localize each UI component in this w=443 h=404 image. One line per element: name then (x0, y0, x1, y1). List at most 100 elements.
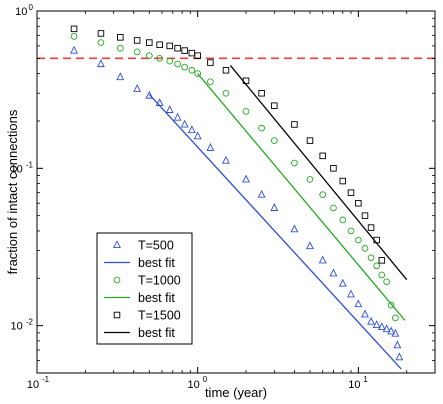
square-data-point (117, 34, 124, 41)
square-data-point (194, 52, 201, 59)
square-data-point (166, 42, 173, 50)
circle-data-point (319, 191, 327, 199)
triangle-data-point (193, 131, 202, 140)
circle-data-point (347, 227, 355, 235)
square-data-point (133, 37, 141, 44)
triangle-data-point (145, 90, 154, 99)
square-data-point (97, 30, 105, 37)
circle-data-point (181, 63, 189, 71)
circle-data-point (291, 159, 298, 167)
circle-data-point (373, 262, 380, 270)
square-data-point (339, 177, 347, 185)
square-data-point (222, 67, 230, 74)
y-tick-label-exponent: 0 (29, 3, 34, 12)
triangle-data-point (361, 309, 369, 318)
x-tick-label-exponent: 1 (363, 375, 368, 384)
square-data-point (367, 224, 375, 231)
triangle-data-point (329, 268, 338, 277)
circle-data-point (339, 216, 347, 224)
triangle-data-point (133, 84, 142, 92)
square-data-point (347, 189, 355, 196)
square-data-point (361, 212, 369, 219)
circle-data-point (367, 254, 375, 262)
legend-entry-label: best fit (138, 256, 175, 270)
x-tick-label: 10 (348, 379, 360, 391)
circle-data-point (194, 70, 202, 77)
x-tick-label: 10 (188, 379, 200, 391)
circle-data-point (383, 278, 390, 286)
triangle-data-point (347, 289, 355, 298)
x-axis-label: time (year) (205, 385, 267, 400)
best-fit-line (229, 65, 408, 281)
square-data-point (319, 152, 326, 160)
triangle-data-point (387, 326, 396, 335)
triangle-data-point (393, 340, 402, 349)
square-data-point (146, 39, 153, 46)
triangle-data-point (372, 320, 381, 328)
square-data-point (207, 59, 214, 66)
y-tick-label: 10 (11, 321, 23, 333)
circle-data-point (188, 66, 196, 74)
circle-data-point (270, 137, 278, 144)
circle-data-point (361, 244, 369, 252)
circle-data-point (174, 60, 181, 68)
triangle-data-point (306, 241, 314, 250)
square-data-point (70, 25, 78, 33)
legend-entry-label: T=1500 (138, 309, 181, 323)
plot-area-group (37, 25, 435, 370)
triangle-data-point (382, 324, 391, 333)
circle-data-point (330, 204, 337, 212)
square-data-point (156, 41, 163, 49)
circle-data-point (392, 314, 399, 322)
circle-data-point (354, 236, 362, 244)
triangle-data-point (391, 328, 400, 337)
triangle-data-point (222, 155, 230, 164)
legend: T=500 best fit T=1000 best fit T=1500 best fi… (96, 232, 193, 345)
triangle-data-point (116, 72, 125, 81)
triangle-data-point (377, 322, 386, 331)
series-0 (70, 45, 404, 361)
plot-frame (36, 10, 436, 374)
y-tick-label: 10 (11, 163, 23, 175)
triangle-data-point (165, 105, 174, 113)
triangle-data-point (270, 203, 279, 211)
square-data-point (378, 257, 386, 264)
triangle-data-point (367, 316, 375, 325)
circle-data-point (97, 39, 105, 46)
square-data-point (355, 199, 362, 207)
circle-data-point (133, 48, 141, 56)
best-fit-line (148, 93, 402, 370)
y-tick-label: 10 (15, 6, 27, 18)
circle-data-point (116, 44, 124, 52)
triangle-data-point (97, 59, 105, 68)
square-data-point (330, 165, 337, 172)
series-layer (70, 25, 408, 370)
y-axis-label: fraction of intact connections (5, 109, 20, 274)
square-data-point (306, 137, 314, 144)
legend-box (96, 232, 193, 345)
triangle-data-point (290, 224, 299, 233)
circle-data-point (258, 124, 265, 132)
circle-data-point (145, 52, 153, 60)
legend-entry-label: best fit (138, 326, 175, 340)
square-data-point (258, 90, 265, 97)
legend-entry-label: best fit (138, 291, 175, 305)
series-2 (70, 33, 399, 322)
best-fit-line (197, 73, 406, 321)
triangle-data-point (173, 112, 182, 121)
series-5 (229, 65, 408, 281)
triangle-data-point (257, 189, 266, 198)
square-data-point (174, 44, 181, 52)
legend-entry-label: T=1000 (138, 274, 181, 288)
x-tick-label: 10 (27, 379, 39, 391)
triangle-data-point (318, 255, 327, 264)
triangle-data-point (70, 45, 78, 54)
circle-data-point (166, 57, 174, 65)
circle-data-point (242, 108, 250, 115)
circle-data-point (222, 89, 230, 97)
square-data-point (271, 102, 278, 109)
circle-data-point (156, 55, 164, 62)
